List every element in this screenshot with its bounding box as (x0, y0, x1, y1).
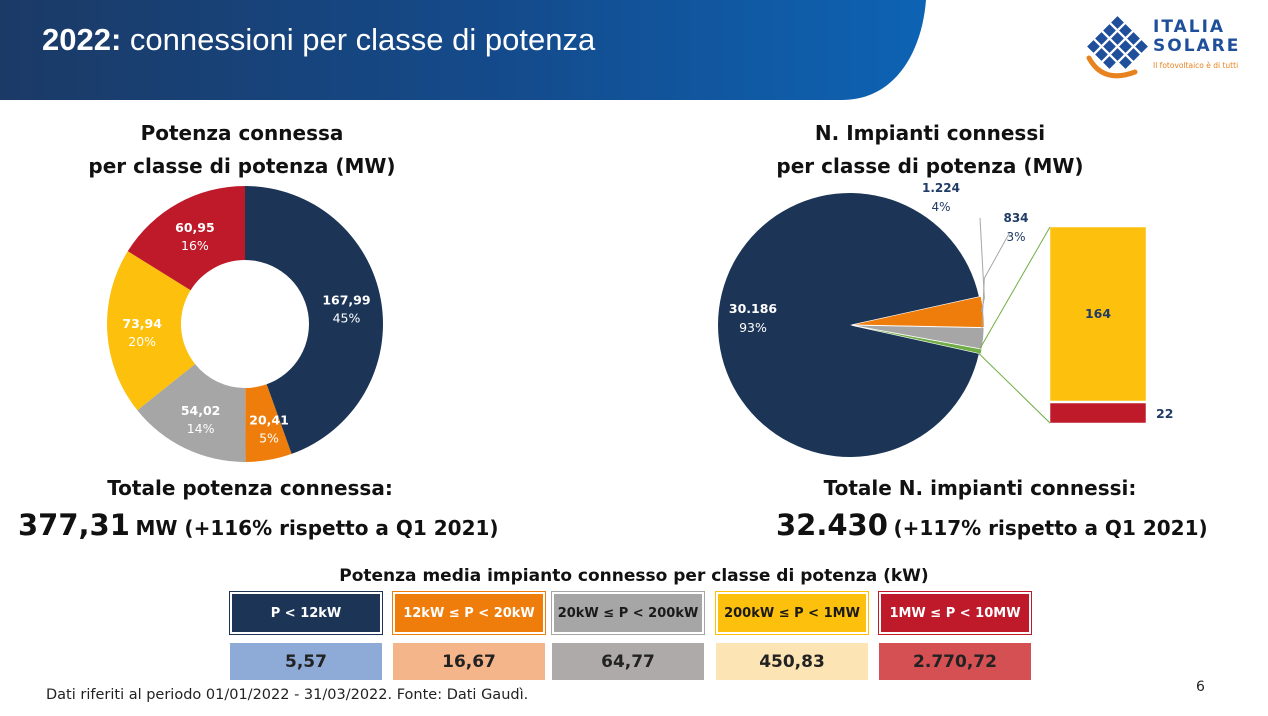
donut-value-label: 73,94 (122, 316, 162, 331)
page-title-text: connessioni per classe di potenza (129, 22, 596, 57)
pie-of-bar-chart: 30.186 93% 1.224 4% 834 3% 164 22 (718, 181, 1173, 457)
pie-value-label: 30.186 (729, 301, 778, 316)
donut-slice (245, 384, 292, 462)
average-power-value: 64,77 (552, 643, 704, 680)
pie-outside-percent-label: 3% (1006, 230, 1025, 244)
donut-value-label: 167,99 (322, 292, 370, 307)
logo-name-line1: ITALIA (1153, 17, 1226, 37)
footnote: Dati riferiti al periodo 01/01/2022 - 31… (46, 687, 529, 703)
header-band (0, 0, 926, 100)
donut-value-label: 54,02 (181, 403, 221, 418)
page-number: 6 (1196, 679, 1205, 695)
breakdown-bar-segment (1049, 402, 1147, 424)
total-plants-value: 32.430 (+117% rispetto a Q1 2021) (776, 508, 1208, 542)
pie-chart-title: N. Impianti connessi per classe di poten… (745, 117, 1115, 183)
donut-percent-label: 16% (181, 238, 209, 253)
donut-percent-label: 20% (128, 334, 156, 349)
total-plants-number: 32.430 (776, 508, 888, 542)
pie-percent-label: 93% (739, 320, 767, 335)
donut-slice (106, 251, 196, 411)
italia-solare-logo: ITALIA SOLARE Il fotovoltaico è di tutti (1083, 14, 1253, 84)
donut-slice (127, 186, 245, 291)
average-power-value: 16,67 (393, 643, 545, 680)
connector-line (978, 353, 1051, 424)
breakdown-value-label: 164 (1085, 306, 1111, 321)
donut-percent-label: 14% (187, 421, 215, 436)
total-power-number: 377,31 (18, 508, 130, 542)
solar-panel-logo-icon (1086, 16, 1148, 79)
pie-slice (718, 193, 979, 457)
total-power-value: 377,31 MW (+116% rispetto a Q1 2021) (18, 508, 499, 542)
donut-percent-label: 45% (333, 310, 361, 325)
total-plants-suffix: (+117% rispetto a Q1 2021) (893, 516, 1208, 540)
pie-outside-value-label: 834 (1003, 211, 1028, 225)
pie-slice (851, 325, 983, 355)
donut-value-label: 20,41 (249, 412, 289, 427)
average-power-value: 5,57 (230, 643, 382, 680)
total-power-suffix: MW (+116% rispetto a Q1 2021) (135, 516, 499, 540)
average-power-title: Potenza media impianto connesso per clas… (339, 566, 929, 586)
donut-slice (137, 364, 246, 462)
donut-value-label: 60,95 (175, 220, 215, 235)
donut-chart-title-line2: per classe di potenza (MW) (88, 154, 396, 178)
logo-name-line2: SOLARE (1153, 36, 1241, 56)
power-class-header: 1MW ≤ P < 10MW (878, 591, 1032, 635)
power-class-header: P < 12kW (229, 591, 383, 635)
leader-line (979, 217, 985, 313)
pie-chart-title-line2: per classe di potenza (MW) (776, 154, 1084, 178)
page-title: 2022: connessioni per classe di potenza (42, 22, 595, 58)
logo-tagline: Il fotovoltaico è di tutti (1153, 61, 1239, 70)
pie-slice (851, 295, 985, 328)
connector-line (979, 226, 1051, 350)
power-class-header: 20kW ≤ P < 200kW (551, 591, 705, 635)
donut-chart-title: Potenza connessa per classe di potenza (… (62, 117, 422, 183)
power-class-header: 12kW ≤ P < 20kW (392, 591, 546, 635)
total-plants-label: Totale N. impianti connessi: (823, 476, 1137, 500)
donut-chart-title-line1: Potenza connessa (140, 121, 344, 145)
breakdown-value-label: 22 (1156, 406, 1173, 421)
pie-outside-percent-label: 4% (931, 200, 950, 214)
pie-chart-title-line1: N. Impianti connessi (814, 121, 1046, 145)
page-title-year: 2022: (42, 22, 122, 57)
leader-line (980, 231, 1011, 339)
average-power-value: 2.770,72 (879, 643, 1031, 680)
donut-chart: 167,99 45% 20,41 5% 54,02 14% 73,94 20% 60,95 16% (106, 186, 384, 462)
breakdown-bar-segment (1049, 226, 1147, 402)
total-power-label: Totale potenza connessa: (107, 476, 393, 500)
average-power-value: 450,83 (716, 643, 868, 680)
donut-percent-label: 5% (259, 430, 279, 445)
pie-outside-value-label: 1.224 (922, 181, 960, 195)
power-class-header: 200kW ≤ P < 1MW (715, 591, 869, 635)
logo-name: ITALIA SOLARE (1153, 18, 1240, 56)
donut-slice (245, 186, 384, 454)
